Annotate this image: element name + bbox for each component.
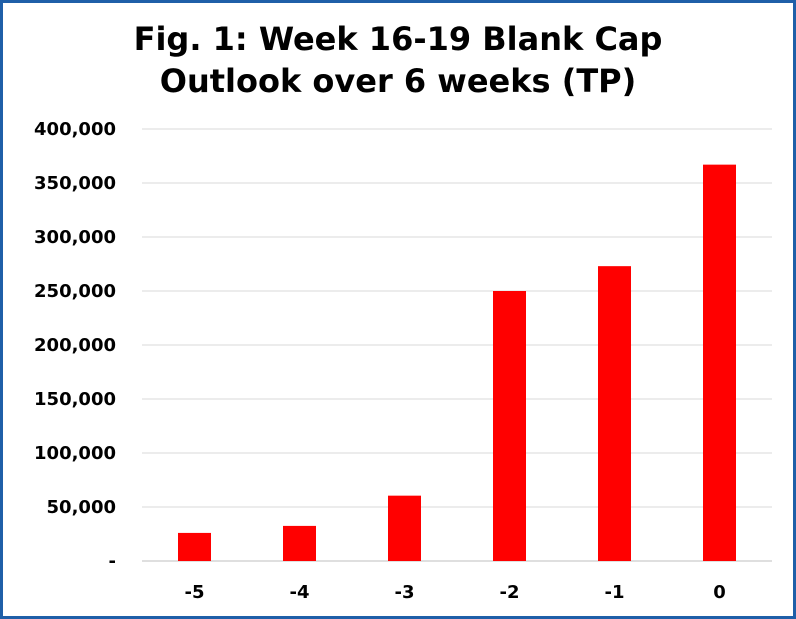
y-tick-label: 150,000 [34, 389, 116, 410]
y-tick-label: 250,000 [34, 281, 116, 302]
y-axis-labels: - 50,000 100,000 150,000 200,000 250,000 300,0… [34, 119, 116, 572]
bars [178, 164, 736, 561]
x-tick-label: -4 [290, 582, 310, 603]
bar [178, 532, 211, 561]
chart-title: Fig. 1: Week 16-19 Blank Cap Outlook ove… [0, 18, 796, 102]
bar [703, 164, 736, 561]
x-tick-label: -3 [395, 582, 415, 603]
chart-title-line-1: Fig. 1: Week 16-19 Blank Cap [133, 20, 663, 58]
y-tick-label: 300,000 [34, 227, 116, 248]
x-tick-label: -5 [185, 582, 205, 603]
bar [598, 266, 631, 561]
gridlines [142, 128, 772, 562]
bar [493, 291, 526, 561]
bar [388, 495, 421, 561]
y-tick-label: 200,000 [34, 335, 116, 356]
x-axis-labels: -5 -4 -3 -2 -1 0 [185, 582, 726, 603]
x-tick-label: -2 [500, 582, 520, 603]
y-tick-label: 50,000 [47, 497, 116, 518]
x-tick-label: 0 [713, 582, 726, 603]
y-tick-label: 400,000 [34, 119, 116, 140]
y-tick-label: - [109, 551, 116, 572]
chart-title-line-2: Outlook over 6 weeks (TP) [159, 62, 637, 100]
y-tick-label: 350,000 [34, 173, 116, 194]
bar [283, 525, 316, 561]
x-tick-label: -1 [605, 582, 625, 603]
y-tick-label: 100,000 [34, 443, 116, 464]
